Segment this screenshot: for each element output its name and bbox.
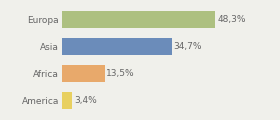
Bar <box>62 65 105 82</box>
Bar <box>62 92 73 109</box>
Text: 13,5%: 13,5% <box>106 69 135 78</box>
Text: 3,4%: 3,4% <box>74 96 97 105</box>
Text: 48,3%: 48,3% <box>217 15 246 24</box>
Bar <box>62 11 216 28</box>
Bar <box>62 38 172 55</box>
Text: 34,7%: 34,7% <box>174 42 202 51</box>
